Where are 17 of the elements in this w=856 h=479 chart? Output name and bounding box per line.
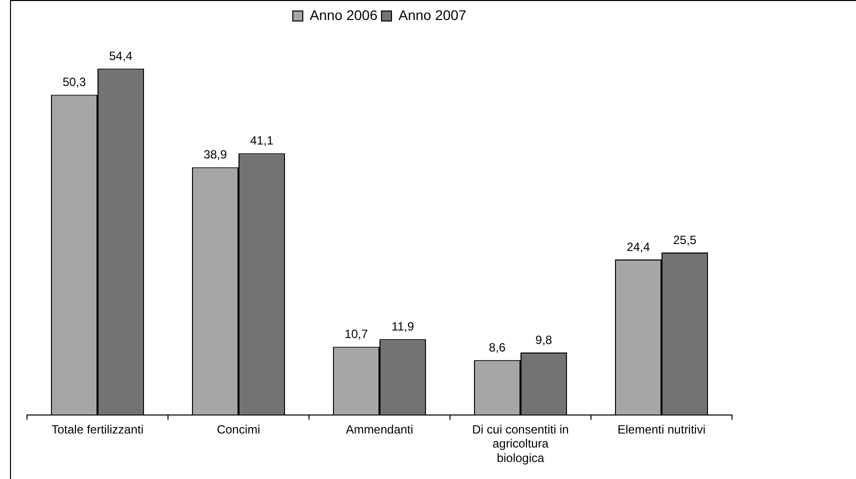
data-label: 54,4	[109, 48, 133, 63]
x-tick-label: Totale fertilizzanti	[51, 422, 144, 436]
data-label: 38,9	[204, 148, 228, 162]
data-label: 8,6	[488, 340, 506, 354]
data-label: 11,9	[392, 319, 414, 334]
data-label: 10,7	[344, 327, 368, 342]
data-label: 9,8	[535, 332, 552, 347]
data-label: 25,5	[673, 232, 697, 247]
legend-label: Anno 2007	[398, 6, 466, 23]
data-label: 41,1	[250, 134, 274, 148]
x-tick-label: Elementi nutritivi	[617, 422, 706, 436]
data-label: 24,4	[626, 240, 650, 254]
x-tick-label: Di cui consentiti in agricoltura biologica	[472, 422, 569, 466]
data-label: 50,3	[62, 75, 86, 90]
x-tick-label: Ammendanti	[346, 422, 414, 436]
x-tick-label: Concimi	[216, 422, 260, 436]
legend-label: Anno 2006	[310, 6, 378, 23]
